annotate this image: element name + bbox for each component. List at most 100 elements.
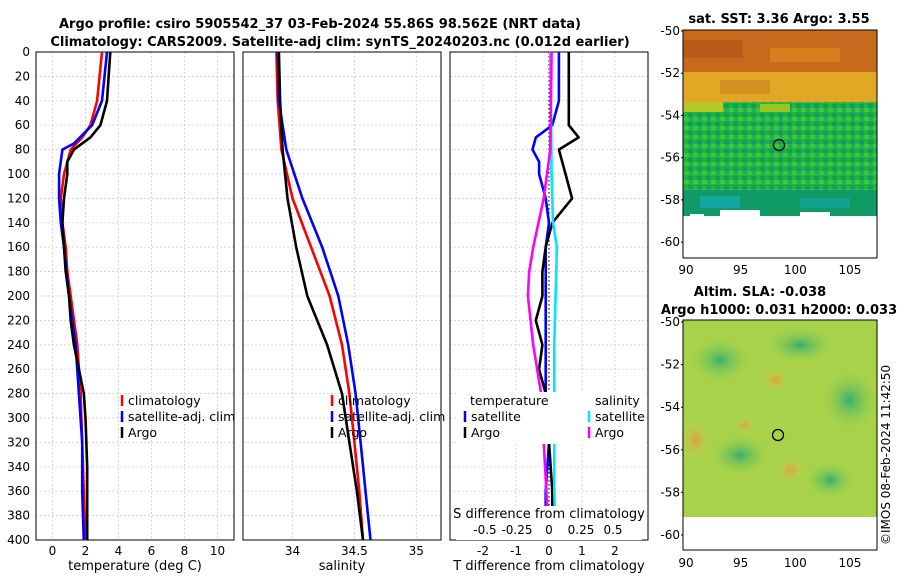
series-line-satellite-adj-clim — [57, 51, 109, 541]
x-tick-label: 0 — [49, 544, 57, 558]
s-axis-background — [456, 506, 642, 540]
depth-tick-label: 220 — [7, 313, 30, 327]
map-y-tick: -60 — [660, 528, 680, 542]
map-x-tick: 100 — [784, 556, 807, 570]
depth-tick-label: 300 — [7, 411, 30, 425]
x-tick-label: 34 — [285, 544, 300, 558]
s-tick: 0.25 — [568, 523, 595, 537]
salinity-panel: 34 34.5 35 salinity climatology satellite-… — [275, 51, 445, 574]
sst-patch — [683, 102, 723, 112]
sst-map-title: sat. SST: 3.36 Argo: 3.55 — [688, 12, 869, 27]
x-tick-label: 34.5 — [341, 544, 368, 558]
sla-eddy — [822, 370, 878, 430]
imos-timestamp: ©IMOS 08-Feb-2024 11:42:50 — [879, 365, 893, 545]
series-line-satellite-adj-clim — [276, 51, 372, 541]
depth-tick-label: 240 — [7, 338, 30, 352]
map-y-tick: -58 — [660, 485, 680, 499]
map-y-tick: -54 — [660, 400, 680, 414]
x-tick-label: 6 — [148, 544, 156, 558]
x-tick-label: 35 — [409, 544, 424, 558]
map-x-tick: 90 — [678, 556, 693, 570]
s-tick: -0.25 — [501, 523, 532, 537]
series-line-climatology — [275, 51, 365, 541]
depth-tick-label: 120 — [7, 191, 30, 205]
depth-tick-label: 200 — [7, 289, 30, 303]
sla-eddy — [765, 327, 835, 363]
depth-axis: 0 20 40 60 80 100 120 140 160 180 200 220 240 260 280 3… — [7, 45, 30, 547]
x-tick-label: 8 — [181, 544, 189, 558]
sst-field — [683, 30, 877, 258]
legend-salinity-title: salinity — [595, 393, 640, 408]
depth-tick-label: 280 — [7, 387, 30, 401]
legend-satellite-adj-clim: satellite-adj. clim — [128, 409, 235, 424]
depth-tick-label: 60 — [15, 118, 30, 132]
sla-eddy — [735, 417, 755, 433]
salinity-xlabel: salinity — [319, 559, 366, 574]
s-tick: 0 — [545, 523, 553, 537]
depth-tick-label: 400 — [7, 533, 30, 547]
sla-eddy — [710, 435, 770, 475]
s-difference-axis: S difference from climatology -0.5 -0.25… — [453, 506, 645, 540]
map-x-tick: 105 — [838, 263, 861, 277]
legend-t-argo: Argo — [471, 425, 500, 440]
sla-map-title2: Argo h1000: 0.031 h2000: 0.033 — [661, 303, 897, 318]
sla-eddy — [761, 368, 789, 392]
sst-patch — [683, 40, 743, 58]
sla-argo-location-marker — [771, 428, 785, 442]
s-tick: -0.5 — [473, 523, 496, 537]
sla-map-frame — [682, 319, 878, 551]
series-line-salinity-satellite — [549, 51, 559, 541]
map-x-tick: 95 — [733, 263, 748, 277]
sst-band-cool — [683, 102, 877, 190]
map-x-tick: 90 — [678, 263, 693, 277]
figure-title-line2: Climatology: CARS2009. Satellite-adj cli… — [50, 35, 629, 50]
map-y-tick: -56 — [660, 443, 680, 457]
panel-frame — [35, 51, 235, 541]
sst-gap-bottom — [683, 230, 877, 258]
legend-temperature-title: temperature — [470, 393, 549, 408]
temperature-panel: 0 2 4 6 8 10 temperature (deg C) climatology … — [49, 51, 235, 574]
depth-tick-label: 40 — [15, 94, 30, 108]
difference-legend: temperature satellite Argo salinity sate… — [458, 392, 645, 444]
sla-eddy — [690, 338, 750, 382]
map-y-tick: -52 — [660, 66, 680, 80]
legend-satellite-adj-clim: satellite-adj. clim — [338, 409, 445, 424]
map-y-tick: -50 — [660, 24, 680, 38]
map-y-tick: -52 — [660, 358, 680, 372]
sst-patch — [720, 80, 770, 94]
depth-tick-label: 0 — [22, 45, 30, 59]
x-tick-label: 2 — [82, 544, 90, 558]
legend-argo: Argo — [128, 425, 157, 440]
x-tick-label: -1 — [510, 544, 522, 558]
temperature-xlabel: temperature (deg C) — [68, 559, 202, 574]
sst-patch — [700, 196, 740, 208]
sst-gap — [690, 214, 704, 228]
series-line-salinity-argo — [526, 51, 553, 541]
x-tick-label: 10 — [210, 544, 225, 558]
sla-eddy — [679, 418, 711, 462]
x-tick-label: 4 — [115, 544, 123, 558]
temperature-legend: climatology satellite-adj. clim Argo — [120, 393, 235, 440]
legend-s-argo: Argo — [595, 425, 624, 440]
figure-title-line1: Argo profile: csiro 5905542_37 03-Feb-20… — [59, 17, 581, 32]
map-x-tick: 105 — [838, 556, 861, 570]
sst-patch — [770, 48, 840, 62]
depth-tick-label: 100 — [7, 167, 30, 181]
depth-tick-label: 380 — [7, 509, 30, 523]
x-tick-label: 0 — [545, 544, 553, 558]
depth-tick-label: 360 — [7, 484, 30, 498]
map-y-tick: -54 — [660, 108, 680, 122]
series-line-argo — [277, 51, 365, 541]
sst-patch — [800, 198, 850, 208]
legend-background — [458, 392, 644, 444]
map-y-tick: -50 — [660, 315, 680, 329]
depth-tick-label: 20 — [15, 69, 30, 83]
sla-field — [679, 320, 878, 550]
salinity-legend: climatology satellite-adj. clim Argo — [330, 393, 445, 440]
map-y-tick: -60 — [660, 235, 680, 249]
x-tick-label: 1 — [578, 544, 586, 558]
depth-tick-label: 260 — [7, 362, 30, 376]
sst-map: sat. SST: 3.36 Argo: 3.55 -50 -52 -54 -56 -5… — [660, 12, 878, 277]
